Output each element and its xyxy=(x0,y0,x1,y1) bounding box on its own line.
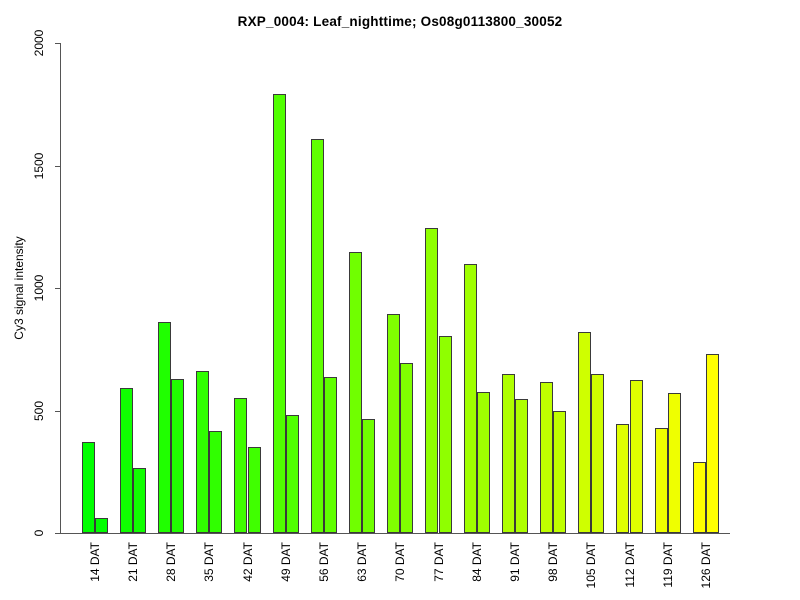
bar-group8-a xyxy=(348,252,363,533)
y-tick-mark xyxy=(55,288,60,289)
bar-group9-a xyxy=(387,313,401,533)
bar-group16-b xyxy=(667,393,681,533)
x-tick-label: 91 DAT xyxy=(507,542,522,582)
y-axis-title: Cy3 signal intensity xyxy=(12,236,26,340)
x-tick-label: 42 DAT xyxy=(240,542,255,582)
bar-group15-a xyxy=(616,423,630,533)
y-tick-mark xyxy=(55,410,60,412)
bar-group14-a xyxy=(578,332,592,533)
bar-group10-a xyxy=(425,227,439,533)
x-tick-label: 119 DAT xyxy=(660,542,675,588)
y-tick-label: 0 xyxy=(31,529,46,537)
bar-group1-b xyxy=(94,518,108,533)
bar-group17-b xyxy=(705,354,720,533)
bar-group5-a xyxy=(234,398,248,533)
y-axis-line xyxy=(60,43,61,534)
y-tick-label: 500 xyxy=(31,400,46,421)
bar-group13-b xyxy=(553,410,567,533)
bar-group8-b xyxy=(362,419,376,533)
bar-group13-a xyxy=(539,382,554,533)
x-tick-label: 105 DAT xyxy=(584,542,599,589)
x-tick-label: 35 DAT xyxy=(202,542,217,582)
bar-group3-a xyxy=(157,322,172,533)
bar-group9-b xyxy=(400,362,414,533)
y-tick-label: 1000 xyxy=(31,274,46,302)
bar-group16-a xyxy=(654,427,668,533)
bar-group15-b xyxy=(629,379,643,533)
bar-group4-b xyxy=(209,431,223,533)
bar-group11-a xyxy=(463,263,477,533)
chart-title: RXP_0004: Leaf_nighttime; Os08g0113800_3… xyxy=(237,14,563,29)
x-tick-label: 63 DAT xyxy=(355,542,370,582)
x-tick-label: 56 DAT xyxy=(316,542,331,582)
x-tick-label: 70 DAT xyxy=(393,542,408,582)
bar-group11-b xyxy=(476,392,490,533)
bar-group14-b xyxy=(591,373,605,533)
y-tick-mark xyxy=(55,43,60,44)
y-tick-label: 2000 xyxy=(31,29,46,57)
bar-group17-a xyxy=(692,461,706,533)
bar-group6-b xyxy=(285,415,299,533)
bar-group7-a xyxy=(310,138,324,533)
bar-group1-a xyxy=(81,442,95,533)
y-tick-mark xyxy=(55,533,60,534)
bar-group6-a xyxy=(272,94,286,533)
bar-group2-a xyxy=(119,388,133,533)
bar-group2-b xyxy=(132,468,147,533)
x-tick-label: 21 DAT xyxy=(125,542,140,582)
x-tick-label: 112 DAT xyxy=(622,542,637,588)
bar-group3-b xyxy=(171,378,185,533)
x-axis-line xyxy=(60,533,730,534)
x-tick-label: 49 DAT xyxy=(278,542,293,582)
x-tick-label: 28 DAT xyxy=(164,542,179,582)
x-tick-label: 126 DAT xyxy=(698,542,713,589)
bar-group12-b xyxy=(514,399,529,533)
bar-group12-a xyxy=(501,373,515,533)
bar-group4-a xyxy=(196,371,210,533)
y-tick-label: 1500 xyxy=(31,152,46,179)
bar-group7-b xyxy=(323,377,338,533)
bar-group10-b xyxy=(438,335,452,533)
bar-group5-b xyxy=(247,447,261,533)
x-tick-label: 84 DAT xyxy=(469,542,484,582)
x-tick-label: 77 DAT xyxy=(431,542,446,582)
x-tick-label: 98 DAT xyxy=(546,542,561,582)
x-tick-label: 14 DAT xyxy=(87,542,102,582)
y-tick-mark xyxy=(55,165,60,167)
